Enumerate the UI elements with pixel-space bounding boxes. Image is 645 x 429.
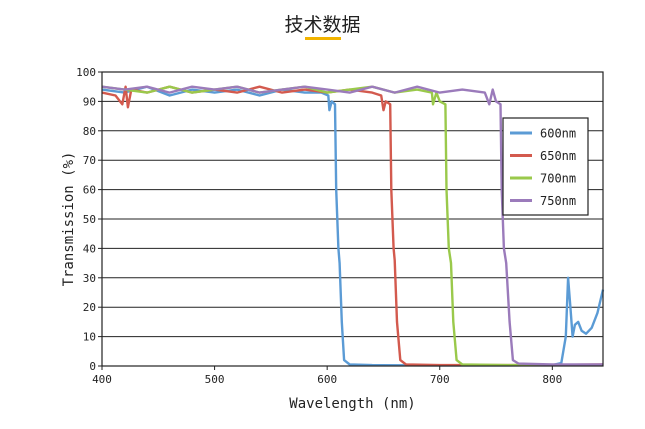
chart-series — [101, 85, 605, 367]
x-tick-label: 400 — [92, 373, 112, 386]
legend-label: 700nm — [540, 172, 576, 186]
y-tick-label: 70 — [83, 154, 96, 167]
y-axis-label: Transmission (%) — [61, 152, 77, 287]
y-tick-label: 90 — [83, 95, 96, 108]
y-tick-label: 50 — [83, 213, 96, 226]
y-tick-label: 40 — [83, 242, 96, 255]
legend-label: 600nm — [540, 127, 576, 141]
page-header: 技术数据 — [0, 0, 645, 45]
x-tick-label: 800 — [542, 373, 562, 386]
y-tick-label: 80 — [83, 125, 96, 138]
x-tick-label: 600 — [317, 373, 337, 386]
x-axis-label: Wavelength (nm) — [289, 396, 415, 412]
legend-label: 650nm — [540, 149, 576, 163]
chart-legend: 600nm 650nm 700nm 750nm — [502, 117, 589, 216]
series-line-600nm — [101, 85, 605, 367]
chart-grid — [102, 71, 603, 367]
x-tick-label: 700 — [430, 373, 450, 386]
y-tick-label: 20 — [83, 301, 96, 314]
page-title: 技术数据 — [284, 14, 361, 36]
x-tick-label: 500 — [205, 373, 225, 386]
series-line-750nm — [101, 85, 603, 366]
title-underline — [305, 37, 341, 40]
y-tick-label: 10 — [83, 331, 96, 344]
series-line-700nm — [101, 85, 604, 367]
y-tick-label: 30 — [83, 272, 96, 285]
y-tick-label: 0 — [89, 360, 96, 373]
y-tick-label: 60 — [83, 184, 96, 197]
y-tick-label: 100 — [76, 66, 96, 79]
chart-ticks: 0 10 20 30 40 50 60 70 80 90 100 400 500 600 700 800 — [76, 66, 562, 386]
legend-label: 750nm — [540, 194, 576, 208]
